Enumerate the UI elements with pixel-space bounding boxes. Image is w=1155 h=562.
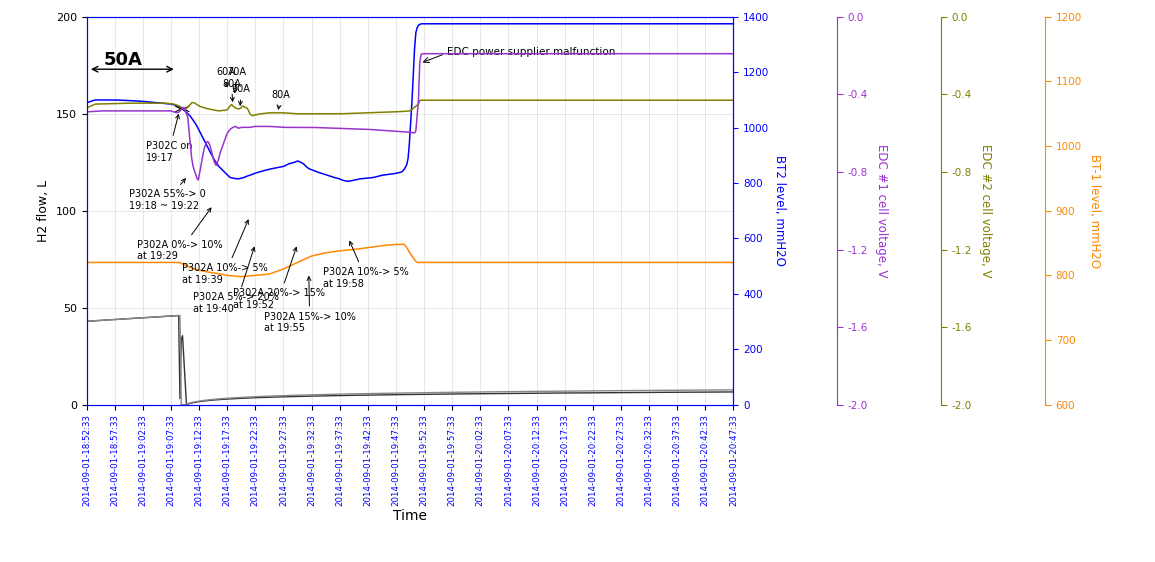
Text: P302C on
19:17: P302C on 19:17	[146, 115, 192, 162]
Text: P302A 20%-> 15%
at 19:52: P302A 20%-> 15% at 19:52	[233, 247, 325, 310]
Text: 60A: 60A	[216, 67, 236, 87]
Text: P302A 10%-> 5%
at 19:39: P302A 10%-> 5% at 19:39	[182, 220, 268, 285]
Text: P302A 5%-> 20%
at 19:40: P302A 5%-> 20% at 19:40	[194, 247, 280, 314]
Y-axis label: H2 flow, L: H2 flow, L	[37, 180, 50, 242]
Y-axis label: BT2 level, mmH2O: BT2 level, mmH2O	[773, 155, 787, 266]
Text: 90A: 90A	[232, 84, 251, 105]
Y-axis label: EDC #2 cell voltage, V: EDC #2 cell voltage, V	[978, 144, 991, 278]
Text: P302A 0%-> 10%
at 19:29: P302A 0%-> 10% at 19:29	[137, 208, 223, 261]
Text: 80A: 80A	[271, 90, 290, 109]
Y-axis label: BT-1 level, mmH2O: BT-1 level, mmH2O	[1088, 153, 1102, 268]
Text: P302A 55%-> 0
19:18 ~ 19:22: P302A 55%-> 0 19:18 ~ 19:22	[129, 179, 206, 211]
Text: 80A: 80A	[222, 79, 241, 101]
X-axis label: Time: Time	[393, 509, 427, 523]
Text: EDC power supplier malfunction: EDC power supplier malfunction	[447, 47, 614, 57]
Text: 70A: 70A	[228, 67, 246, 93]
Text: P302A 15%-> 10%
at 19:55: P302A 15%-> 10% at 19:55	[263, 277, 356, 333]
Y-axis label: EDC #1 cell voltage, V: EDC #1 cell voltage, V	[874, 144, 887, 278]
Text: P302A 10%-> 5%
at 19:58: P302A 10%-> 5% at 19:58	[323, 242, 409, 288]
Text: 50A: 50A	[104, 51, 142, 69]
